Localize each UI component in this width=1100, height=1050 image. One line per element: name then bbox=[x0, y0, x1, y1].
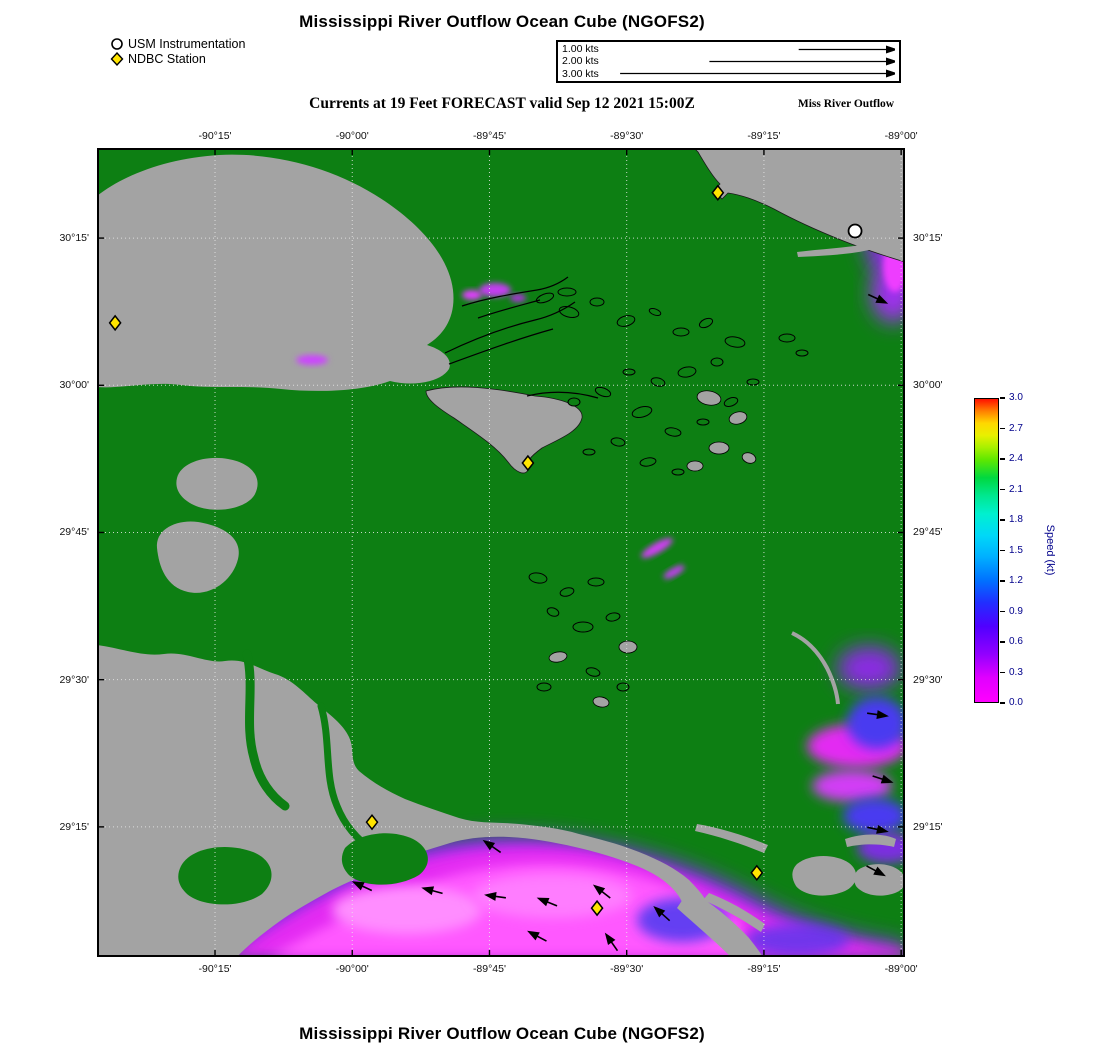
figure-title-bottom: Mississippi River Outflow Ocean Cube (NG… bbox=[299, 1024, 705, 1043]
current-arrow-icon bbox=[351, 881, 373, 892]
colorbar-gradient bbox=[974, 398, 999, 703]
map bbox=[97, 148, 905, 957]
current-arrow-icon bbox=[536, 897, 558, 907]
lon-tick-label: -89°15' bbox=[747, 963, 781, 975]
ndbc-station-marker bbox=[711, 184, 725, 201]
usm-circle-icon bbox=[111, 37, 123, 50]
lon-tick-label: -89°00' bbox=[884, 130, 918, 142]
map-border bbox=[97, 148, 905, 957]
lat-tick-label: 29°30' bbox=[913, 673, 943, 686]
current-arrow-icon bbox=[867, 710, 889, 720]
current-arrow-icon bbox=[527, 930, 547, 942]
lon-tick-label: -90°00' bbox=[335, 130, 369, 142]
station-markers bbox=[108, 184, 863, 917]
lon-tick-label: -89°30' bbox=[610, 130, 644, 142]
legend-usm-label: USM Instrumentation bbox=[128, 36, 246, 51]
lat-tick-label: 30°00' bbox=[59, 379, 89, 392]
current-arrow-icon bbox=[484, 891, 506, 901]
lat-tick-label: 29°15' bbox=[913, 820, 943, 833]
lat-lon-grid bbox=[97, 148, 905, 957]
coastline-channels bbox=[444, 276, 599, 399]
lat-tick-label: 29°45' bbox=[59, 526, 89, 539]
current-vector-arrows bbox=[351, 293, 894, 952]
region-label: Miss River Outflow bbox=[797, 98, 895, 110]
lon-tick-label: -89°45' bbox=[472, 963, 506, 975]
ndbc-diamond-icon bbox=[110, 51, 124, 66]
lat-tick-label: 29°30' bbox=[59, 673, 89, 686]
current-arrow-icon bbox=[872, 774, 894, 784]
current-arrow-icon bbox=[421, 886, 443, 896]
scale-arrow-icon bbox=[798, 45, 895, 54]
current-arrow-icon bbox=[592, 884, 611, 899]
lon-tick-label: -89°00' bbox=[884, 963, 918, 975]
lon-tick-label: -90°00' bbox=[335, 963, 369, 975]
lon-tick-label: -89°15' bbox=[747, 130, 781, 142]
ndbc-station-marker bbox=[365, 813, 379, 831]
scale-arrow-icon bbox=[619, 69, 895, 78]
vector-scale-label: 1.00 kts bbox=[562, 43, 599, 56]
lat-tick-label: 30°15' bbox=[913, 232, 943, 245]
vector-scale-label: 2.00 kts bbox=[562, 55, 599, 68]
lat-tick-label: 30°00' bbox=[913, 379, 943, 392]
ndbc-station-marker bbox=[521, 454, 535, 472]
current-arrow-icon bbox=[867, 824, 889, 834]
current-arrow-icon bbox=[653, 905, 671, 922]
vector-scale-box: 1.00 kts 2.00 kts 3.00 kts bbox=[556, 40, 901, 83]
ndbc-station-marker bbox=[750, 864, 764, 882]
colorbar-ticks: 3.0 2.7 2.4 2.1 1.8 1.5 1.2 0.9 0.6 0.3 0.0 bbox=[1000, 392, 1042, 708]
forecast-subtitle: Currents at 19 Feet FORECAST valid Sep 1… bbox=[309, 95, 695, 112]
vector-scale-row: 1.00 kts bbox=[562, 43, 895, 55]
legend-usm-row: USM Instrumentation bbox=[110, 36, 245, 51]
lon-tick-label: -89°45' bbox=[472, 130, 506, 142]
current-arrow-icon bbox=[482, 839, 502, 854]
colorbar-label: Speed (kt) bbox=[1044, 524, 1056, 576]
lat-tick-label: 29°15' bbox=[59, 820, 89, 833]
lat-tick-label: 29°45' bbox=[913, 526, 943, 539]
bays-and-channels bbox=[178, 649, 428, 905]
marker-legend: USM Instrumentation NDBC Station bbox=[110, 36, 245, 66]
legend-ndbc-label: NDBC Station bbox=[128, 51, 206, 66]
lon-tick-label: -90°15' bbox=[198, 963, 232, 975]
scale-arrow-icon bbox=[708, 57, 895, 66]
lon-tick-label: -89°30' bbox=[610, 963, 644, 975]
current-speed-patches bbox=[296, 355, 685, 579]
usm-instrumentation-marker bbox=[847, 223, 863, 239]
current-arrow-icon bbox=[866, 865, 886, 877]
figure-title-top: Mississippi River Outflow Ocean Cube (NG… bbox=[299, 12, 705, 31]
vector-scale-row: 2.00 kts bbox=[562, 55, 895, 67]
legend-ndbc-row: NDBC Station bbox=[110, 51, 245, 66]
vector-scale-label: 3.00 kts bbox=[562, 67, 599, 80]
ndbc-station-marker bbox=[590, 899, 604, 917]
lat-tick-label: 30°15' bbox=[59, 232, 89, 245]
vector-scale-row: 3.00 kts bbox=[562, 68, 895, 80]
current-arrow-icon bbox=[604, 932, 619, 952]
marsh-islands bbox=[528, 292, 809, 708]
ndbc-station-marker bbox=[108, 314, 122, 332]
current-arrow-icon bbox=[867, 293, 889, 304]
lon-tick-label: -90°15' bbox=[198, 130, 232, 142]
map-canvas bbox=[97, 148, 905, 957]
